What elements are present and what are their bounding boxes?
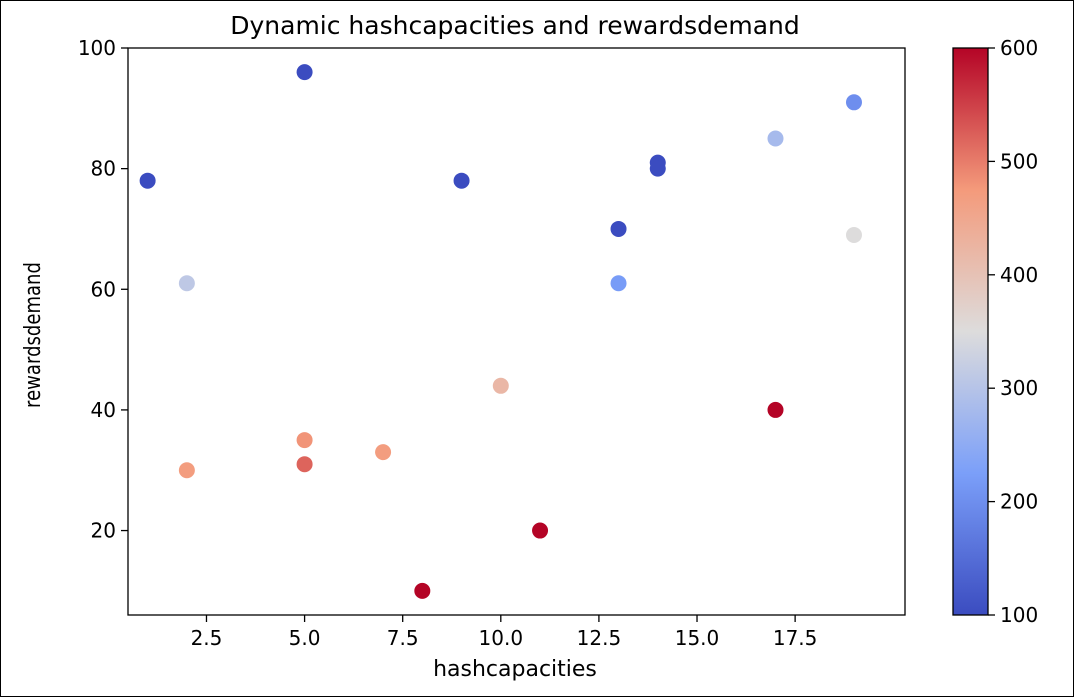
x-tick-label: 12.5 [577, 626, 622, 650]
y-axis-label: rewardsdemand [19, 262, 45, 408]
y-tick-label: 100 [78, 36, 116, 60]
y-tick-label: 20 [91, 519, 116, 543]
data-point [610, 220, 627, 237]
y-tick-label: 40 [91, 398, 116, 422]
data-point [649, 160, 666, 177]
data-point [375, 444, 392, 461]
x-tick-label: 10.0 [479, 626, 524, 650]
data-point [767, 401, 784, 418]
x-tick-label: 15.0 [675, 626, 720, 650]
colorbar-gradient [952, 47, 989, 616]
data-point [296, 456, 313, 473]
plot-frame [127, 47, 906, 616]
x-tick-label: 7.5 [387, 626, 419, 650]
colorbar [952, 47, 989, 616]
data-point [492, 377, 509, 394]
data-point [178, 275, 195, 292]
data-point [296, 432, 313, 449]
data-point [178, 462, 195, 479]
y-tick-label: 60 [91, 277, 116, 301]
data-point [139, 172, 156, 189]
colorbar-tick-label: 600 [1000, 36, 1038, 60]
x-axis: 2.5 5.0 7.5 10.0 12.5 15.0 17.5 [191, 615, 818, 650]
chart-title: Dynamic hashcapacities and rewardsdemand [230, 11, 800, 40]
x-tick-label: 5.0 [289, 626, 321, 650]
data-point [845, 94, 862, 111]
data-point [414, 582, 431, 599]
y-axis: 20 40 60 80 100 [78, 36, 128, 543]
x-tick-label: 17.5 [773, 626, 818, 650]
data-point [296, 64, 313, 81]
colorbar-tick-label: 100 [1000, 603, 1038, 627]
data-point [532, 522, 549, 539]
colorbar-tick-label: 300 [1000, 376, 1038, 400]
data-points [139, 64, 862, 599]
y-tick-label: 80 [91, 157, 116, 181]
colorbar-tick-label: 500 [1000, 149, 1038, 173]
data-point [453, 172, 470, 189]
colorbar-tick-label: 200 [1000, 490, 1038, 514]
x-tick-label: 2.5 [191, 626, 223, 650]
data-point [767, 130, 784, 147]
x-axis-label: hashcapacities [433, 657, 597, 682]
data-point [845, 226, 862, 243]
plot-area [127, 47, 906, 616]
colorbar-ticks: 100 200 300 400 500 600 [988, 36, 1038, 627]
colorbar-tick-label: 400 [1000, 263, 1038, 287]
data-point [610, 275, 627, 292]
